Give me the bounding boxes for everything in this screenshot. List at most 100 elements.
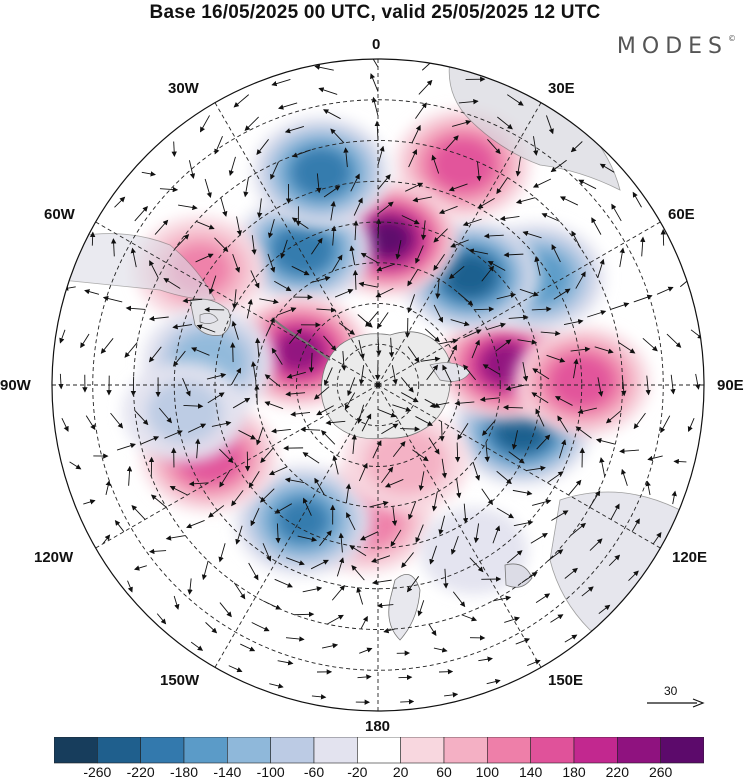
wind-vector-327 (476, 161, 482, 182)
colorbar-box-5 (270, 737, 315, 764)
wind-vector-76 (375, 287, 394, 298)
wind-vector-157 (231, 289, 238, 310)
wind-vector-66 (441, 458, 448, 479)
wind-vector-384 (84, 289, 100, 295)
wind-vector-438 (190, 641, 204, 651)
wind-vector-129 (346, 512, 356, 531)
wind-vector-210 (188, 481, 209, 487)
wind-vector-167 (250, 507, 260, 527)
wind-vector-113 (311, 237, 323, 255)
wind-vector-27 (357, 314, 373, 328)
wind-vector-2 (347, 377, 356, 397)
wind-vector-20 (415, 416, 433, 426)
wind-vector-229 (573, 358, 579, 379)
wind-vector-435 (102, 534, 111, 545)
wind-vector-23 (420, 356, 441, 362)
wind-vector-230 (570, 346, 591, 353)
wind-vector-12 (341, 350, 347, 371)
wind-vector-391 (133, 565, 147, 571)
wind-vector-139 (503, 404, 523, 411)
wind-vector-441 (311, 694, 327, 700)
wind-vector-208 (188, 423, 207, 433)
wind-vector-48 (376, 312, 389, 329)
wind-vector-451 (671, 490, 677, 505)
wind-vector-97 (455, 478, 462, 499)
wind-vector-18 (381, 423, 399, 435)
wind-vector-88 (260, 447, 274, 464)
wind-vector-61 (332, 454, 339, 475)
wind-vector-448 (598, 604, 611, 614)
wind-vector-376 (318, 87, 338, 95)
wind-vector-313 (547, 549, 564, 562)
wind-vector-269 (551, 510, 569, 521)
wind-vector-174 (401, 552, 414, 568)
wind-vector-163 (211, 420, 232, 427)
wind-vector-410 (666, 333, 682, 348)
wind-vector-101 (479, 396, 500, 402)
wind-vector-295 (124, 342, 138, 358)
wind-vector-34 (300, 426, 321, 433)
longitude-label-120w: 120W (34, 549, 74, 566)
wind-vector-14 (313, 386, 330, 400)
wind-vector-209 (195, 438, 201, 459)
wind-vector-375 (370, 73, 379, 92)
polar-map (51, 58, 705, 712)
wind-vector-148 (415, 245, 424, 264)
wind-vector-253 (164, 430, 183, 439)
wind-vector-394 (240, 643, 256, 652)
wind-vector-240 (377, 145, 385, 166)
wind-vector-447 (564, 634, 578, 643)
wind-vector-170 (319, 530, 332, 547)
wind-vector-200 (251, 235, 257, 255)
wind-vector-223 (513, 520, 534, 527)
wind-vector-187 (531, 306, 552, 312)
wind-vector-246 (214, 237, 229, 253)
wind-vector-280 (499, 215, 520, 222)
wind-vector-217 (351, 565, 365, 581)
wind-vector-125 (259, 488, 275, 503)
meridian-330 (214, 384, 379, 668)
wind-vector-64 (384, 479, 404, 488)
falkland-islands (199, 313, 219, 324)
wind-vector-405 (631, 518, 640, 532)
wind-vector-112 (331, 225, 337, 246)
colorbar-tick-label: 100 (475, 764, 500, 780)
wind-vector-143 (508, 314, 529, 321)
colorbar-tick-label: 260 (648, 764, 673, 780)
wind-vector-348 (219, 602, 232, 618)
wind-vector-165 (219, 470, 231, 488)
longitude-label-90e: 90E (717, 377, 744, 394)
wind-vector-234 (503, 252, 524, 258)
wind-vector-267 (507, 550, 523, 564)
wind-vector-360 (610, 503, 620, 520)
wind-vector-411 (656, 286, 674, 295)
wind-vector-91 (314, 477, 325, 496)
wind-vector-195 (377, 174, 391, 190)
wind-vector-122 (238, 429, 257, 440)
wind-vector-5 (377, 409, 397, 418)
wind-vector-236 (462, 218, 482, 227)
colorbar-box-13 (617, 737, 661, 764)
wind-vector-412 (639, 236, 646, 257)
brand-text: MODES (616, 34, 728, 59)
wind-vector-303 (233, 582, 246, 600)
wind-vector-377 (278, 102, 298, 110)
wind-vector-177 (473, 523, 480, 544)
wind-vector-132 (415, 524, 424, 543)
wind-vector-40 (428, 437, 440, 455)
wind-vector-413 (611, 203, 622, 222)
colorbar-tick-label: -260 (83, 764, 112, 780)
wind-vector-329 (411, 124, 421, 144)
wind-vector-244 (256, 198, 263, 219)
wind-vector-358 (564, 567, 578, 579)
wind-vector-17 (361, 413, 372, 432)
longitude-label-150e: 150E (548, 672, 584, 689)
wind-vector-449 (628, 570, 639, 582)
wind-vector-161 (206, 372, 227, 380)
wind-vector-82 (277, 307, 297, 316)
wind-vector-84 (255, 337, 261, 358)
wind-vector-437 (156, 613, 167, 625)
wind-vector-419 (418, 79, 433, 95)
wind-vector-383 (110, 238, 117, 257)
wind-vector-317 (595, 438, 616, 445)
